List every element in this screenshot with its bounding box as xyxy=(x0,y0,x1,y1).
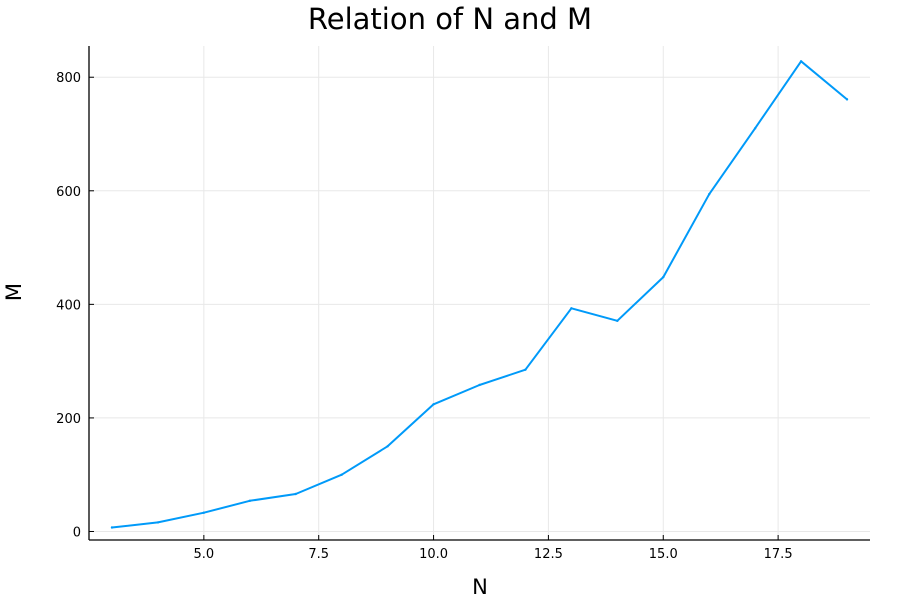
data-point xyxy=(294,492,297,496)
data-point xyxy=(386,445,389,448)
data-point xyxy=(340,473,343,476)
data-point xyxy=(845,98,849,101)
data-point xyxy=(156,521,160,524)
x-axis-label: N xyxy=(472,575,488,599)
data-point xyxy=(202,511,206,514)
data-point xyxy=(616,319,619,323)
x-tick-label: 10.0 xyxy=(419,547,448,562)
x-tick-label: 17.5 xyxy=(764,547,793,562)
data-point xyxy=(478,383,481,387)
data-point xyxy=(432,403,435,406)
series-line xyxy=(111,60,848,529)
y-tick-label: 400 xyxy=(56,298,81,313)
data-point xyxy=(524,368,527,371)
x-tick-label: 7.5 xyxy=(308,547,329,562)
x-tick-label: 12.5 xyxy=(534,547,563,562)
series-layer xyxy=(110,60,849,529)
data-point xyxy=(799,60,803,63)
data-point xyxy=(753,127,757,130)
y-axis-label: M xyxy=(2,283,26,301)
x-tick-label: 5.0 xyxy=(194,547,215,562)
y-tick-label: 200 xyxy=(56,412,81,427)
data-point xyxy=(662,275,665,279)
y-tick-label: 0 xyxy=(73,525,81,540)
data-point xyxy=(248,499,251,503)
data-point xyxy=(708,193,711,196)
data-point xyxy=(110,526,114,529)
y-tick-label: 800 xyxy=(56,71,81,86)
x-tick-label: 15.0 xyxy=(649,547,678,562)
tick-labels: 5.0 7.5 10.0 12.5 15.0 17.5 0 200 400 600 800 xyxy=(56,71,792,562)
chart-title: Relation of N and M xyxy=(307,2,593,36)
axes xyxy=(88,46,870,541)
y-tick-label: 600 xyxy=(56,185,81,200)
grid-lines xyxy=(89,46,870,540)
data-point xyxy=(570,307,573,310)
